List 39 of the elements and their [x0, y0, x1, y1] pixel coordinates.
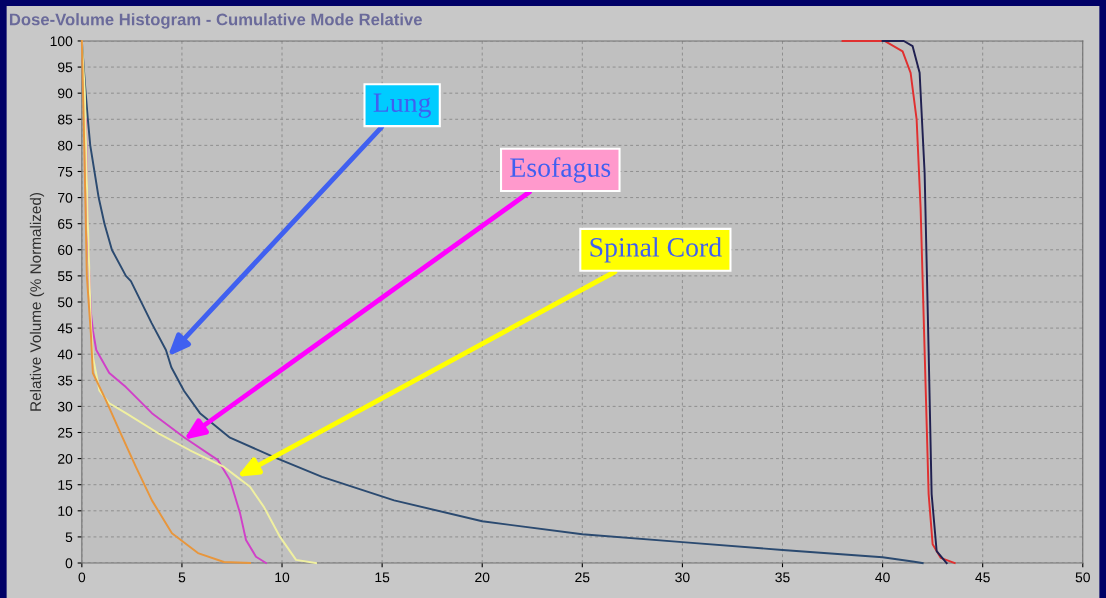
x-tick-label: 50 [1075, 572, 1090, 583]
y-tick-label: 95 [58, 62, 73, 73]
y-axis-title: Relative Volume (% Normalized) [29, 192, 45, 411]
y-tick-label: 15 [58, 480, 73, 490]
y-tick-label: 0 [65, 558, 73, 569]
x-tick-label: 10 [275, 572, 290, 583]
x-tick-label: 15 [375, 572, 390, 583]
line-series [881, 39, 948, 564]
x-tick-label: 40 [875, 572, 890, 583]
x-tick-label: 45 [975, 572, 990, 583]
annotation: Spinal Cord [590, 237, 722, 263]
y-tick-label: 5 [65, 532, 73, 543]
x-tick-label: 0 [78, 572, 86, 583]
y-tick-label: 65 [58, 219, 73, 229]
y-tick-label: 80 [57, 140, 73, 151]
y-tick-label: 35 [57, 375, 73, 386]
y-tick-label: 75 [58, 166, 73, 177]
y-tick-label: 30 [57, 401, 73, 412]
y-tick-label: 10 [58, 506, 73, 516]
y-tick-label: 20 [58, 453, 73, 464]
y-tick-label: 85 [57, 114, 73, 125]
x-tick-label: 35 [775, 572, 790, 583]
y-tick-label: 60 [58, 245, 73, 255]
annotation: Esofagus [510, 157, 611, 183]
x-tick-label: 30 [675, 572, 690, 583]
x-tick-label: 20 [475, 572, 490, 583]
y-tick-label: 55 [57, 271, 73, 282]
y-tick-label: 90 [58, 88, 73, 99]
y-tick-label: 100 [50, 36, 73, 47]
y-tick-label: 45 [57, 323, 73, 334]
x-tick-label: 25 [575, 572, 590, 583]
annotation: Lung [373, 93, 431, 118]
line-series [841, 39, 956, 564]
y-tick-label: 50 [57, 297, 73, 308]
chart-title: Dose-Volume Histogram - Cumulative Mode Relative [9, 13, 422, 29]
y-tick-label: 70 [58, 192, 73, 203]
y-tick-label: 25 [58, 427, 73, 438]
y-tick-label: 40 [57, 349, 73, 360]
x-tick-label: 5 [178, 572, 186, 583]
